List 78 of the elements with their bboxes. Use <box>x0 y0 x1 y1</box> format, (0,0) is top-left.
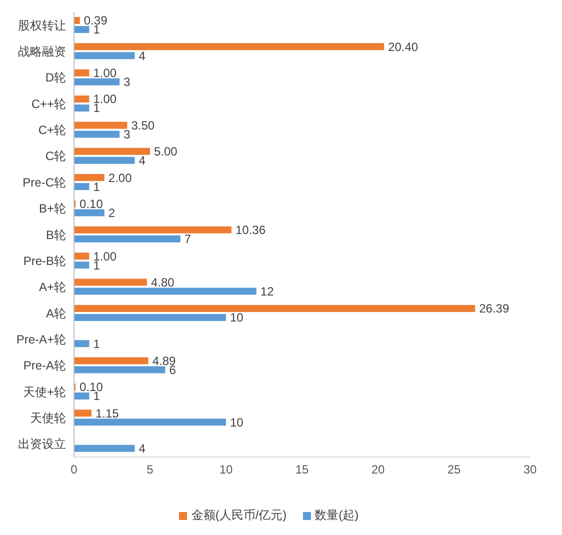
data-label: 3 <box>124 75 131 90</box>
bar <box>74 104 90 112</box>
bar <box>74 69 90 76</box>
data-label: 0.10 <box>80 196 104 211</box>
y-tick-label: 战略融资 <box>18 44 66 59</box>
y-tick-label: 天使轮 <box>30 410 66 425</box>
y-tick-label: Pre-A轮 <box>23 358 66 373</box>
bar <box>74 444 135 452</box>
x-tick-label: 25 <box>447 462 461 477</box>
x-tick-label: 15 <box>295 462 309 477</box>
bar <box>74 235 180 242</box>
bar <box>74 418 226 426</box>
data-label: 2.00 <box>108 170 132 185</box>
bar <box>74 278 147 286</box>
x-tick-label: 30 <box>523 462 537 477</box>
bar <box>74 262 90 269</box>
data-label: 7 <box>184 232 192 246</box>
data-label: 4 <box>138 442 146 456</box>
y-tick-label: B轮 <box>46 228 66 242</box>
legend-label: 金额(人民币/亿元) <box>191 507 287 524</box>
data-label: 10.36 <box>235 223 266 238</box>
bar <box>74 410 92 417</box>
legend-label: 数量(起) <box>314 507 359 524</box>
bar <box>74 148 150 155</box>
bar <box>74 226 232 234</box>
y-tick-label: 股权转让 <box>18 18 66 32</box>
data-label: 5.00 <box>154 144 178 159</box>
y-tick-label: C+轮 <box>38 123 66 138</box>
data-label: 1 <box>93 180 100 194</box>
y-tick-label: C++轮 <box>31 96 66 111</box>
bar <box>74 209 104 216</box>
data-label: 4 <box>138 48 146 63</box>
bar <box>74 17 80 24</box>
bar <box>74 78 120 86</box>
bar <box>74 43 384 50</box>
data-label: 1.15 <box>95 406 120 420</box>
y-tick-label: Pre-B轮 <box>23 254 66 268</box>
data-label: 10 <box>230 310 244 325</box>
data-label: 3.50 <box>131 118 155 132</box>
data-label: 4 <box>138 154 146 168</box>
data-label: 12 <box>260 284 274 298</box>
bar <box>74 122 128 129</box>
y-tick-label: C轮 <box>45 149 66 164</box>
data-label: 26.39 <box>479 302 510 316</box>
bar <box>74 156 135 164</box>
bar <box>74 183 90 190</box>
y-tick-label: A+轮 <box>38 280 66 294</box>
y-tick-label: D轮 <box>45 70 66 85</box>
data-label: 20.40 <box>388 40 418 54</box>
data-label: 2 <box>108 206 116 220</box>
bar <box>74 304 476 312</box>
data-label: 10 <box>230 415 244 430</box>
x-tick-label: 5 <box>146 462 154 477</box>
bar <box>74 96 90 103</box>
y-tick-label: 出资设立 <box>18 437 66 452</box>
y-tick-label: B+轮 <box>38 202 66 216</box>
bar <box>74 174 104 182</box>
x-tick-label: 20 <box>371 462 385 477</box>
y-tick-label: Pre-A+轮 <box>16 332 66 346</box>
y-tick-label: 天使+轮 <box>22 384 66 399</box>
bar <box>74 288 256 295</box>
y-tick-label: A轮 <box>46 306 66 320</box>
bar <box>74 366 166 374</box>
x-tick-label: 10 <box>219 462 233 477</box>
bar <box>74 314 226 321</box>
y-tick-label: Pre-C轮 <box>22 175 66 190</box>
bar <box>74 252 90 260</box>
bar <box>74 392 90 400</box>
data-label: 1.00 <box>93 66 117 80</box>
bar <box>74 130 120 138</box>
data-label: 1 <box>93 336 100 351</box>
bar <box>74 26 90 33</box>
bar <box>74 52 135 60</box>
x-tick-label: 0 <box>70 462 78 477</box>
bar <box>74 357 148 364</box>
data-label: 4.80 <box>150 275 175 290</box>
bar <box>74 340 90 348</box>
data-label: 3 <box>124 127 131 142</box>
